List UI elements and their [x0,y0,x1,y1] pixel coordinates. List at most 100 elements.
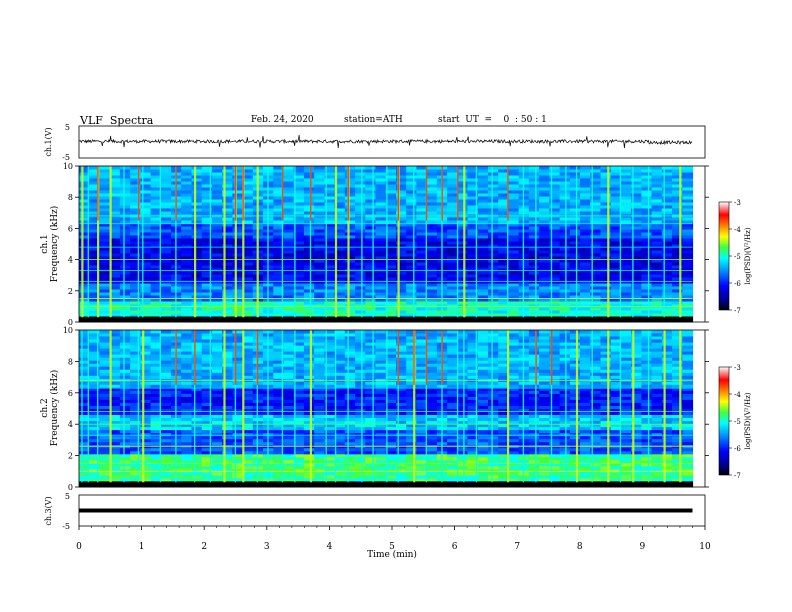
spectrogram-cell [590,238,601,242]
spectrogram-cell [672,217,683,221]
spectrogram-cell [79,465,90,470]
spectrogram-cell [488,226,499,230]
spectrogram-cell [610,175,622,179]
spectrogram-cell [447,307,458,311]
spectrogram-cell [201,232,213,236]
spectrogram-cell [559,262,571,266]
spectrogram-cell [355,265,366,269]
spectrogram-cell [222,169,233,173]
spectrogram-cell [283,423,295,428]
spectrogram-cell [569,265,581,269]
spectrogram-cell [252,474,264,479]
spectrogram-cell [191,399,203,403]
spectrogram-cell [590,429,601,434]
spectrogram-cell [682,286,694,290]
spectrogram-cell [130,181,141,185]
spectrogram-cell [539,253,550,257]
spectrogram-cell [385,420,397,425]
spectrogram-cell [682,274,694,278]
spectrogram-cell [303,471,315,476]
spectrogram-cell [467,238,479,242]
spectrogram-cell [569,408,581,412]
spectrogram-cell [89,271,100,275]
spectrogram-cell [314,468,325,473]
spectrogram-cell [569,298,581,302]
spectrogram-cell [467,208,479,212]
spectrogram-cell [528,414,540,418]
spectrogram-cell [651,468,663,473]
spectrogram-cell [631,462,642,467]
spectrogram-cell [641,223,653,227]
spectrogram-cell [375,226,387,230]
spectrogram-cell [89,292,100,296]
spectrogram-cell [396,447,407,452]
spectrogram-cell [590,169,601,173]
spectrogram-cell [334,477,346,482]
spectrogram-cell [406,304,417,308]
spectrogram-cell [528,426,540,431]
spectrogram-cell [181,289,192,293]
spectrogram-cell [620,429,632,434]
spectrogram-cell [334,408,346,412]
spectrogram-cell [549,196,561,200]
spectrogram-cell [457,175,469,179]
spectrogram-cell [396,232,407,236]
spectrogram-cell [539,450,550,455]
spectrogram-cell [539,402,550,406]
spectrogram-cell [293,265,305,269]
spectrogram-cell [651,411,663,415]
spectrogram-cell [232,453,244,458]
spectrogram-cell [385,304,397,308]
spectrogram-cell [559,432,571,437]
spectrogram-cell [375,202,387,206]
spectrogram-cell [467,307,479,311]
spectrogram-cell [140,175,152,179]
spectrogram-cell [344,465,356,470]
spectrogram-cell [79,226,90,230]
spectrogram-cell [406,414,417,418]
spectrogram-cell [467,199,479,203]
spectrogram-cell [447,438,458,443]
spectrogram-cell [99,298,111,302]
spectrogram-cell [334,310,346,314]
spectrogram-cell [559,181,571,185]
spectrogram-cell [273,172,285,176]
spectrogram-cell [385,399,397,403]
spectrogram-cell [150,441,162,446]
spectrogram-cell [150,471,162,476]
spectrogram-cell [651,310,663,314]
spectrogram-cell [324,226,336,230]
spectrogram-cell [334,178,346,182]
spectrogram-cell [140,166,152,170]
spectrogram-cell [396,184,407,188]
spectrogram-cell [457,220,469,224]
spectrogram-cell [252,462,264,467]
spectrogram-cell [426,471,438,476]
spectrogram-cell [324,474,336,479]
spectrogram-cell [559,301,571,305]
spectrogram-cell [150,256,162,260]
spectrogram-cell [99,432,111,437]
spectrogram-cell [109,208,121,212]
spectrogram-cell [355,250,366,254]
spectrogram-cell [222,244,233,248]
spectrogram-cell [232,274,244,278]
spectrogram-cell [559,462,571,467]
spectrogram-cell [140,450,152,455]
spectrogram-cell [303,229,315,233]
spectrogram-cell [160,477,172,482]
spectrogram-cell [641,178,653,182]
spectrogram-cell [334,405,346,409]
spectrogram-cell [334,295,346,299]
spectrogram-cell [150,202,162,206]
spectrogram-cell [661,283,673,287]
spectrogram-cell [334,414,346,418]
spectrogram-cell [580,205,591,209]
spectrogram-cell [549,250,561,254]
spectrogram-cell [447,178,458,182]
spectrogram-cell [600,313,612,317]
spectrogram-cell [498,178,509,182]
spectrogram-cell [528,402,540,406]
spectrogram-cell [661,462,673,467]
spectrogram-cell [385,292,397,296]
